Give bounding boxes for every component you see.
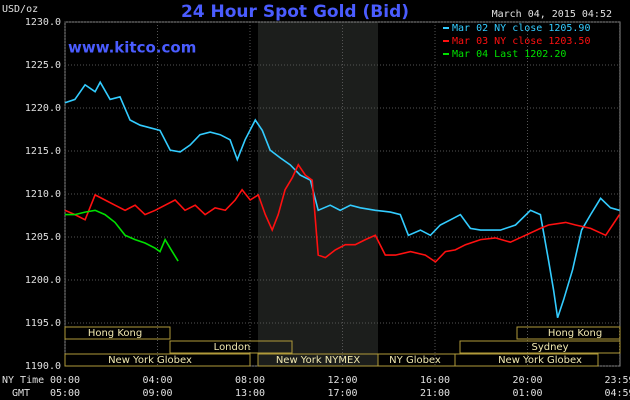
session-bar [459, 340, 621, 354]
legend-label: Mar 04 Last 1202.20 [452, 49, 566, 60]
x-tick-label: 20:00 [512, 375, 542, 386]
session-label: Hong Kong [548, 328, 602, 339]
x-tick-label: 16:00 [420, 375, 450, 386]
chart-title: 24 Hour Spot Gold (Bid) [181, 2, 409, 22]
y-tick-label: 1190.0 [25, 361, 61, 372]
y-tick-label: 1220.0 [25, 103, 61, 114]
session-label: New York Globex [108, 355, 192, 366]
legend-label: Mar 02 NY close 1205.90 [452, 23, 590, 34]
session-bar [454, 353, 599, 367]
session-label: London [214, 342, 251, 353]
x-tick-label: 00:00 [50, 375, 80, 386]
session-label: Sydney [531, 342, 568, 353]
x-tick-label: 12:00 [327, 375, 357, 386]
y-tick-label: 1230.0 [25, 17, 61, 28]
x-tick-label: 23:59 [604, 375, 630, 386]
x-tick-label: 08:00 [235, 375, 265, 386]
session-bar [64, 353, 251, 367]
y-axis-label: USD/oz [2, 4, 38, 15]
y-tick-label: 1205.0 [25, 232, 61, 243]
timestamp: March 04, 2015 04:52 [492, 9, 612, 20]
session-label: NY Globex [389, 355, 441, 366]
x2-tick-label: 13:00 [235, 388, 265, 399]
series-line [64, 80, 620, 319]
y-tick-label: 1195.0 [25, 318, 61, 329]
x2-tick-label: 01:00 [512, 388, 542, 399]
x2-tick-label: 21:00 [420, 388, 450, 399]
series-line [64, 163, 621, 263]
session-label: New York Globex [498, 355, 582, 366]
x2-tick-label: 05:00 [50, 388, 80, 399]
y-tick-label: 1215.0 [25, 146, 61, 157]
x2-tick-label: 17:00 [327, 388, 357, 399]
session-label: Hong Kong [88, 328, 142, 339]
series-line [65, 209, 179, 262]
x-axis-label: NY Time [2, 375, 44, 386]
session-bar [169, 340, 293, 354]
x2-tick-label: 09:00 [142, 388, 172, 399]
y-tick-label: 1200.0 [25, 275, 61, 286]
x2-axis-label: GMT [12, 388, 30, 399]
y-tick-label: 1210.0 [25, 189, 61, 200]
x2-tick-label: 04:59 [604, 388, 630, 399]
x-tick-label: 04:00 [142, 375, 172, 386]
session-bar [64, 326, 171, 340]
legend-label: Mar 03 NY close 1203.50 [452, 36, 590, 47]
site-label: www.kitco.com [68, 39, 196, 57]
session-label: New York NYMEX [276, 355, 361, 366]
y-tick-label: 1225.0 [25, 60, 61, 71]
session-bar [516, 326, 621, 340]
